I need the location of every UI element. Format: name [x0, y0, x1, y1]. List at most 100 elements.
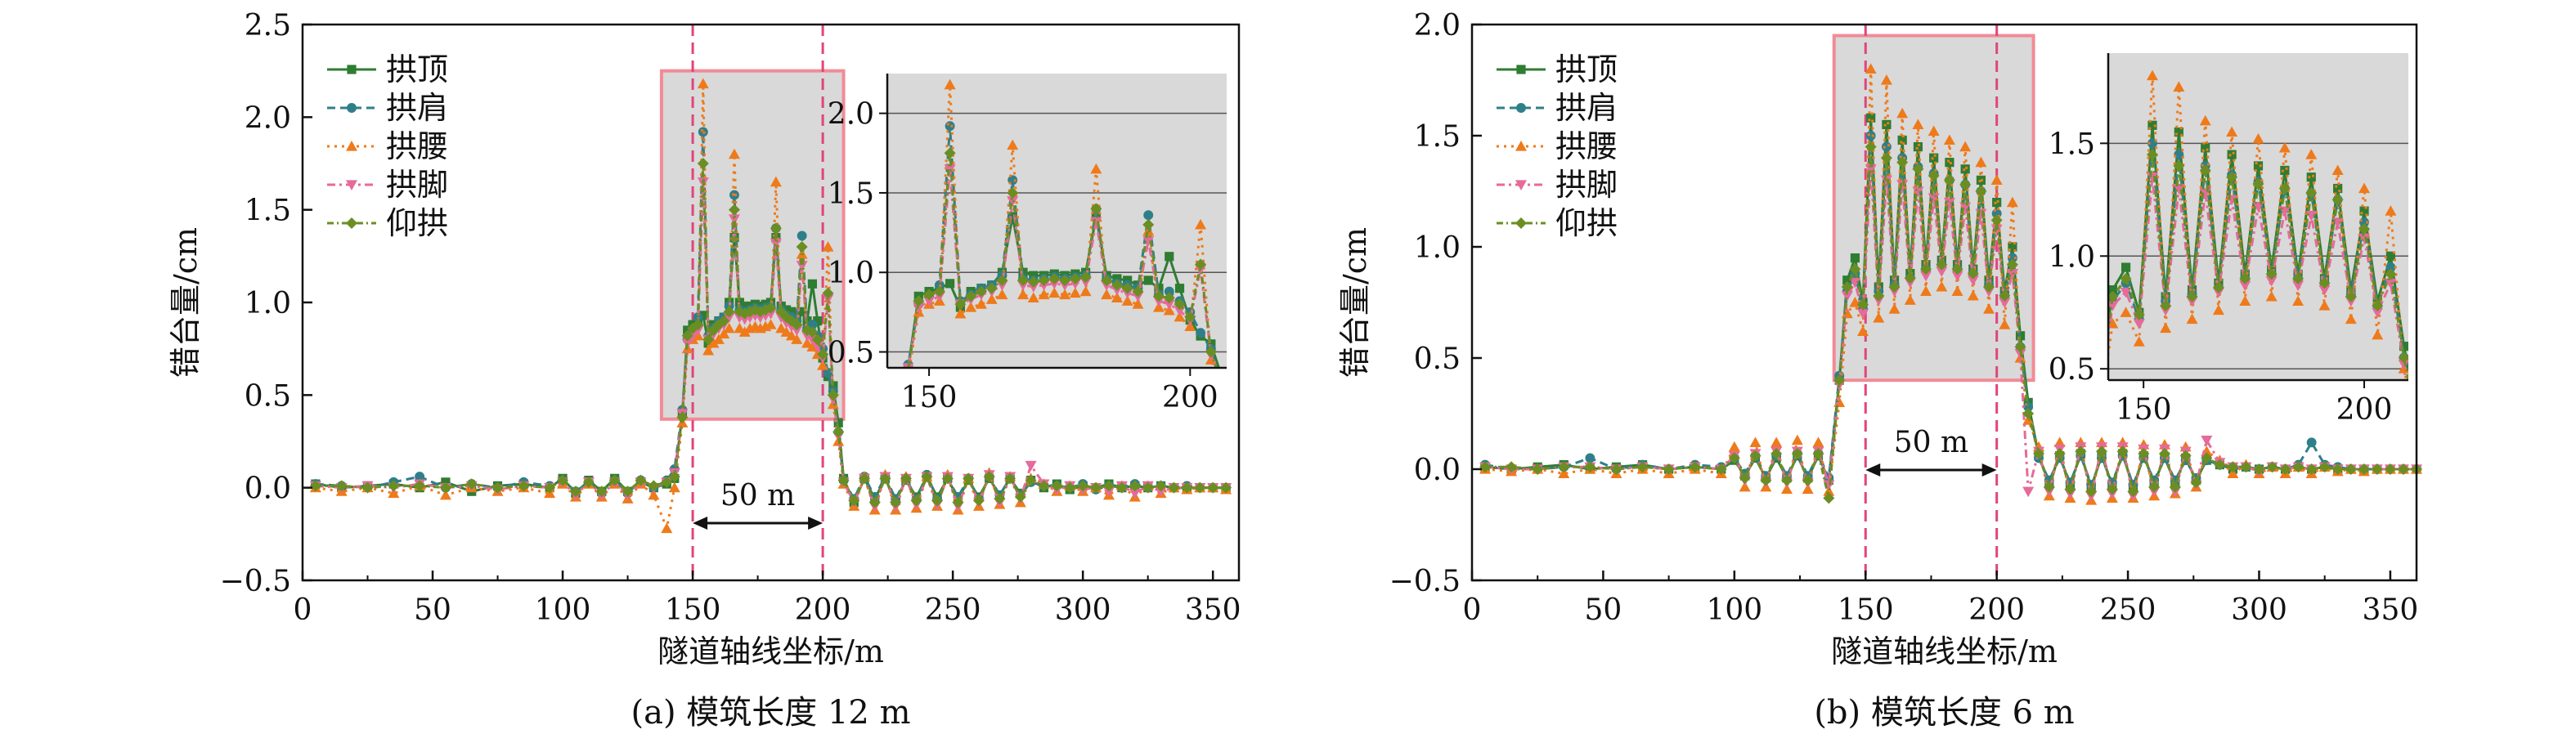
interval-label: 50 m: [1894, 426, 1968, 459]
data-point: [668, 481, 680, 493]
inset-data-point: [1048, 273, 1061, 285]
inset-data-point: [871, 421, 882, 432]
data-point: [796, 261, 808, 271]
data-point: [941, 472, 954, 485]
inset-data-point: [2318, 277, 2331, 289]
data-point: [1051, 480, 1063, 492]
inset-data-point: [1111, 292, 1123, 302]
data-point: [1802, 474, 1814, 486]
legend-entry-2: 拱腰: [1497, 128, 1618, 164]
legend-label: 拱脚: [386, 167, 448, 203]
data-point: [1920, 263, 1932, 275]
inset-data-point: [1226, 419, 1237, 431]
inset-data-point: [1069, 273, 1081, 285]
inset-data-point: [2199, 114, 2211, 126]
inset-data-point: [2226, 126, 2238, 137]
data-point: [1842, 275, 1852, 285]
data-point: [806, 341, 819, 351]
inset-data-point: [1017, 289, 1029, 300]
data-point: [1812, 436, 1824, 447]
data-point: [868, 496, 881, 508]
data-point: [738, 326, 751, 337]
data-point: [2022, 408, 2035, 419]
x-tick-label: 100: [1706, 593, 1762, 627]
data-point: [1936, 258, 1948, 271]
data-point: [848, 495, 860, 507]
inset-data-point: [1059, 274, 1071, 286]
y-tick-label: 1.0: [245, 287, 291, 320]
data-point: [2008, 242, 2017, 252]
inset-data-point: [2174, 127, 2183, 137]
inset-data-point: [954, 307, 967, 319]
inset-data-point: [2305, 187, 2318, 199]
data-point: [668, 471, 680, 483]
data-point: [2022, 414, 2035, 425]
data-point: [859, 472, 870, 485]
legend-marker: [346, 217, 357, 229]
data-point: [557, 474, 569, 486]
data-point: [832, 426, 845, 438]
data-point: [921, 471, 933, 483]
data-point: [518, 480, 530, 492]
inset-data-point: [2186, 313, 2198, 325]
inset-data-point: [1196, 328, 1206, 338]
data-point: [765, 302, 777, 314]
legend-entry-0: 拱顶: [1497, 51, 1618, 87]
y-axis-label: 错台量/cm: [1337, 227, 1373, 378]
data-point: [697, 158, 709, 169]
data-point: [388, 480, 400, 492]
data-point: [775, 322, 788, 333]
data-point: [781, 305, 792, 315]
data-point: [1102, 486, 1115, 498]
data-point: [1936, 280, 1948, 292]
x-tick-label: 0: [294, 593, 312, 627]
data-point: [1920, 285, 1932, 296]
data-point: [718, 328, 730, 339]
data-point: [1873, 312, 1885, 323]
inset-data-point: [1090, 163, 1102, 174]
data-point: [676, 411, 689, 423]
inset-data-point: [1163, 299, 1175, 311]
data-point: [780, 326, 792, 337]
inset-data-point: [1143, 210, 1154, 221]
data-point: [681, 329, 693, 342]
data-point: [728, 214, 740, 225]
inset-y-tick-label: 1.5: [2049, 128, 2095, 161]
inset-data-point: [944, 147, 956, 159]
data-point: [813, 316, 823, 326]
inset-data-point: [1164, 286, 1174, 297]
data-point: [728, 148, 740, 159]
data-point: [1873, 289, 1885, 302]
data-point: [900, 472, 912, 485]
inset-data-point: [975, 298, 987, 309]
legend-marker: [347, 65, 357, 74]
data-point: [1823, 492, 1835, 504]
chart-b: 0 50 100 150 200 250 300 350 −0.5 0.0 0.5 1.0 1.5 2.0…: [1337, 9, 2422, 732]
inset-data-point: [1027, 292, 1039, 302]
data-point: [817, 360, 829, 370]
inset-data-point: [2331, 194, 2344, 206]
inset-data-point: [1038, 289, 1050, 300]
inset-background: [887, 74, 1227, 368]
data-point: [1959, 178, 1972, 190]
x-axis-label: 隧道轴线坐标/m: [1831, 633, 2058, 669]
inset-data-point: [2331, 164, 2344, 176]
data-point: [439, 489, 451, 500]
inset-data-point: [2372, 329, 2384, 340]
data-point: [309, 480, 321, 492]
inset-data-point: [2292, 272, 2304, 284]
data-point: [2085, 486, 2098, 498]
inset-data-point: [2239, 272, 2251, 284]
data-point: [1728, 441, 1740, 452]
data-point: [702, 333, 715, 346]
inset-data-point: [996, 289, 1008, 300]
data-point: [770, 238, 782, 249]
inset-data-point: [1059, 289, 1071, 300]
interval-arrow-head-right: [808, 517, 824, 530]
data-point: [1749, 436, 1761, 447]
inset-data-point: [2146, 69, 2158, 81]
data-point: [1967, 275, 1979, 286]
inset-data-point: [1184, 320, 1196, 332]
x-tick-label: 350: [2363, 593, 2419, 627]
